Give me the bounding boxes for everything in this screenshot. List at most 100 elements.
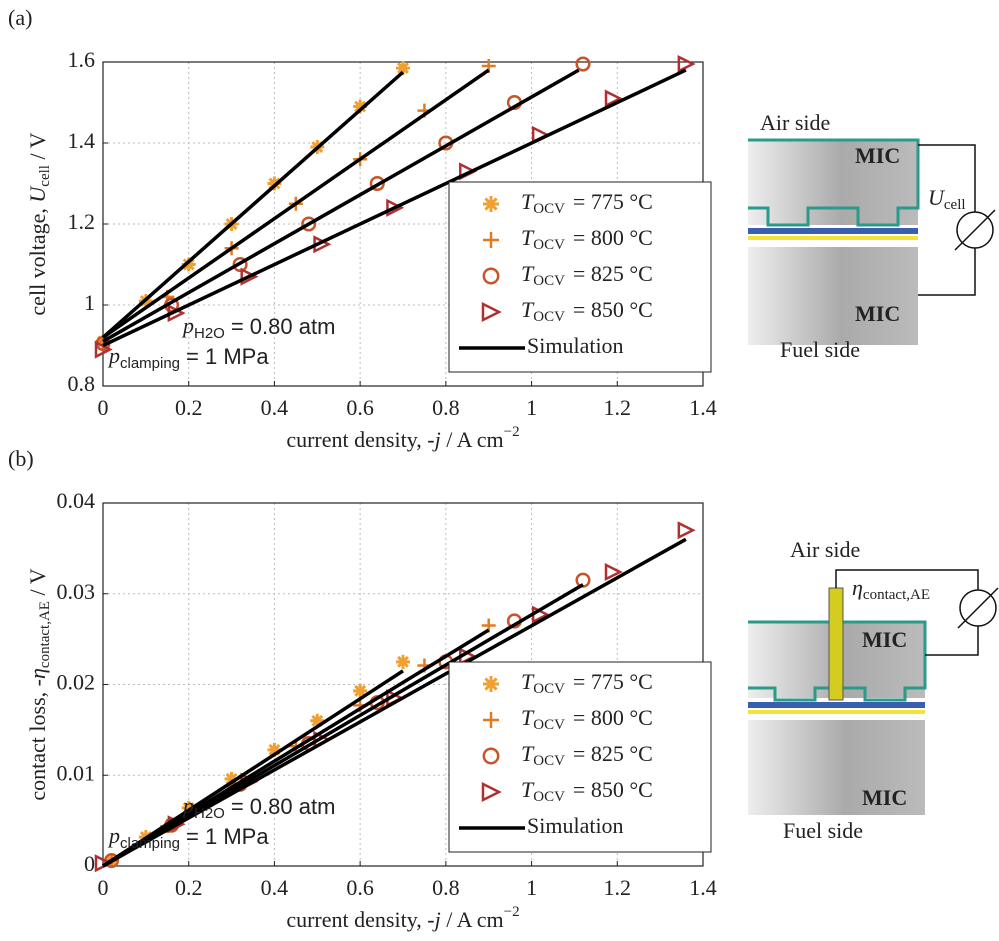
legend-label: Simulation <box>527 813 624 838</box>
x-tick-label: 0 <box>98 395 109 420</box>
meter-var: η <box>852 575 863 600</box>
legend-sub: OCV <box>533 789 565 805</box>
legend-marker <box>481 301 502 323</box>
probe <box>828 587 844 701</box>
y-label-unit: / V <box>25 568 50 601</box>
x-tick-label: 0.8 <box>432 395 460 420</box>
legend-value: = 775 °C <box>573 669 653 694</box>
fuel-label: Fuel side <box>783 818 863 843</box>
simulation-line <box>102 68 580 343</box>
annotation-text: = 0.80 atm <box>231 314 336 339</box>
x-label-unit: / A cm <box>441 427 504 452</box>
annotation: pclamping = 1 MPa <box>107 343 269 372</box>
legend-value: = 825 °C <box>573 261 653 286</box>
air-label: Air side <box>790 537 860 562</box>
simulation-line <box>102 68 687 348</box>
mic-outline <box>748 620 927 702</box>
legend-label: TOCV = 825 °C <box>521 261 653 289</box>
y-axis-label: contact loss, -ηcontact,AE / V <box>25 568 53 800</box>
meter-var: U <box>928 185 946 210</box>
x-label-text: current density, - <box>286 427 434 452</box>
x-label-var: j <box>432 427 441 452</box>
annotation-text: = 1 MPa <box>186 344 269 369</box>
electrolyte <box>748 710 925 714</box>
legend-label: TOCV = 800 °C <box>521 225 653 253</box>
x-tick-label: 1.2 <box>604 395 632 420</box>
x-tick-label: 0.4 <box>261 875 289 900</box>
legend-marker <box>481 781 502 803</box>
x-tick-label: 0.2 <box>175 395 203 420</box>
legend-label: TOCV = 775 °C <box>521 189 653 217</box>
x-tick-label: 0.6 <box>346 395 374 420</box>
diagram-b: Air side Fuel side MIC MIC ηcontact,AE <box>748 537 999 843</box>
legend-marker <box>483 196 499 212</box>
marker <box>677 55 696 74</box>
simulation-line <box>102 583 584 868</box>
legend-var: T <box>521 669 535 694</box>
y-axis-label: cell voltage, Ucell / V <box>25 132 53 315</box>
y-label-text: cell voltage, <box>25 203 50 316</box>
y-tick-label: 0.04 <box>57 488 96 513</box>
marker <box>240 267 259 286</box>
wire <box>918 144 976 296</box>
electrolyte <box>748 236 918 240</box>
electrode <box>748 228 918 234</box>
legend-var: T <box>521 225 535 250</box>
x-tick-label: 0.4 <box>261 395 289 420</box>
annotation: pH2O = 0.80 atm <box>181 793 335 822</box>
y-tick-label: 0.8 <box>68 371 96 396</box>
x-axis-label: current density, -j / A cm−2 <box>286 424 519 452</box>
annotation-sub: clamping <box>120 355 180 372</box>
x-tick-label: 1 <box>526 395 537 420</box>
legend-label: TOCV = 825 °C <box>521 741 653 769</box>
legend-value: = 800 °C <box>573 705 653 730</box>
legend-box <box>448 661 712 853</box>
marker <box>301 216 317 232</box>
y-label-var: η <box>25 668 50 679</box>
marker <box>181 257 196 272</box>
legend-marker <box>483 712 499 728</box>
annotation-text: = 0.80 atm <box>231 794 336 819</box>
air-label: Air side <box>760 110 830 135</box>
x-label-var: j <box>432 907 441 932</box>
x-label-sup: −2 <box>504 904 520 920</box>
x-tick-label: 1.4 <box>689 395 717 420</box>
marker <box>224 771 239 786</box>
marker <box>94 340 113 359</box>
legend-sub: OCV <box>533 201 565 217</box>
x-label-unit: / A cm <box>441 907 504 932</box>
x-tick-label: 0.2 <box>175 875 203 900</box>
legend-value: = 850 °C <box>573 297 653 322</box>
legend-sub: OCV <box>533 309 565 325</box>
meter-sub: cell <box>944 197 966 213</box>
meter-label: Ucell <box>928 185 966 213</box>
y-tick-label: 0 <box>84 851 95 876</box>
marker <box>94 854 113 873</box>
legend-var: T <box>521 741 535 766</box>
panel-label: (a) <box>8 5 32 30</box>
y-tick-label: 1 <box>84 290 95 315</box>
legend-box <box>448 181 712 373</box>
legend-sub: OCV <box>533 681 565 697</box>
legend-label: TOCV = 800 °C <box>521 705 653 733</box>
legend-value: = 775 °C <box>573 189 653 214</box>
y-tick-label: 0.02 <box>57 670 96 695</box>
meter-needle <box>957 587 999 629</box>
x-tick-label: 1.4 <box>689 875 717 900</box>
legend-value: = 825 °C <box>573 741 653 766</box>
meter-label: ηcontact,AE <box>852 575 930 603</box>
legend-sub: OCV <box>533 273 565 289</box>
legend-marker <box>483 232 499 248</box>
y-label-text: contact loss, - <box>25 679 50 801</box>
meter-needle <box>954 209 996 251</box>
annotation-sub: H2O <box>194 325 225 342</box>
diagram-a: Air side Fuel side MIC MIC Ucell <box>748 110 996 362</box>
annotation-var: p <box>107 823 120 848</box>
marker <box>396 61 410 76</box>
y-label-var: U <box>25 185 50 203</box>
marker <box>267 742 282 757</box>
mic-top: MIC <box>855 143 900 168</box>
legend-var: T <box>521 705 535 730</box>
annotation-var: p <box>181 313 194 338</box>
